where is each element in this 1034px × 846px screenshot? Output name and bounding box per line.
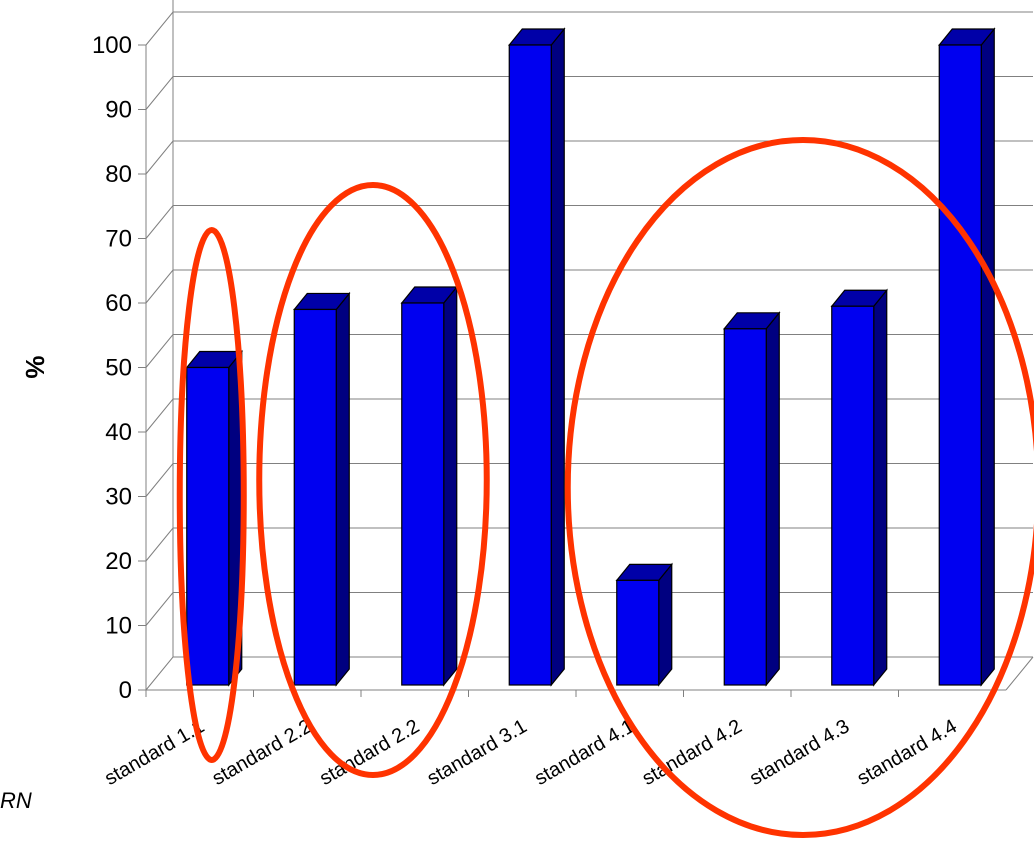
y-tick-label: 40 (105, 419, 132, 446)
gridline-30 (146, 464, 1033, 497)
gridline-90 (146, 77, 1033, 110)
bar-5 (617, 564, 672, 685)
y-tick-label: 80 (105, 161, 132, 188)
y-tick-label: 90 (105, 97, 132, 124)
y-tick-label: 10 (105, 613, 132, 640)
bar-3 (402, 287, 457, 685)
gridline-60 (146, 270, 1033, 303)
gridline-70 (146, 206, 1033, 239)
y-tick-label: 0 (119, 677, 132, 704)
x-tick-label: standard 4.1 (531, 715, 638, 790)
bar-6 (724, 313, 779, 685)
y-tick-label: 20 (105, 548, 132, 575)
gridline-100 (146, 12, 1033, 45)
x-tick-label: standard 4.3 (746, 715, 853, 790)
y-tick-label: 60 (105, 290, 132, 317)
corner-text: RN (0, 788, 32, 814)
bar-7 (832, 290, 887, 685)
y-tick-label: 70 (105, 226, 132, 253)
y-tick-label: 30 (105, 484, 132, 511)
gridline-20 (146, 528, 1033, 561)
x-tick-label: standard 1.1 (101, 715, 208, 790)
y-axis-label: % (20, 355, 50, 378)
bars (187, 29, 995, 685)
y-tick-label: 50 (105, 355, 132, 382)
y-axis-ticks: 0 10 20 30 40 50 60 70 80 90 100 (92, 32, 146, 704)
gridline-40 (146, 399, 1033, 432)
bar-2 (294, 293, 349, 685)
gridline-10 (146, 593, 1033, 626)
x-tick-label: standard 4.4 (853, 715, 960, 790)
x-tick-label: standard 3.1 (423, 715, 530, 790)
gridline-0 (146, 657, 1033, 690)
y-tick-label: 100 (92, 32, 132, 59)
bar-8 (939, 29, 994, 685)
bar-4 (509, 29, 564, 685)
bar-1 (187, 352, 242, 686)
